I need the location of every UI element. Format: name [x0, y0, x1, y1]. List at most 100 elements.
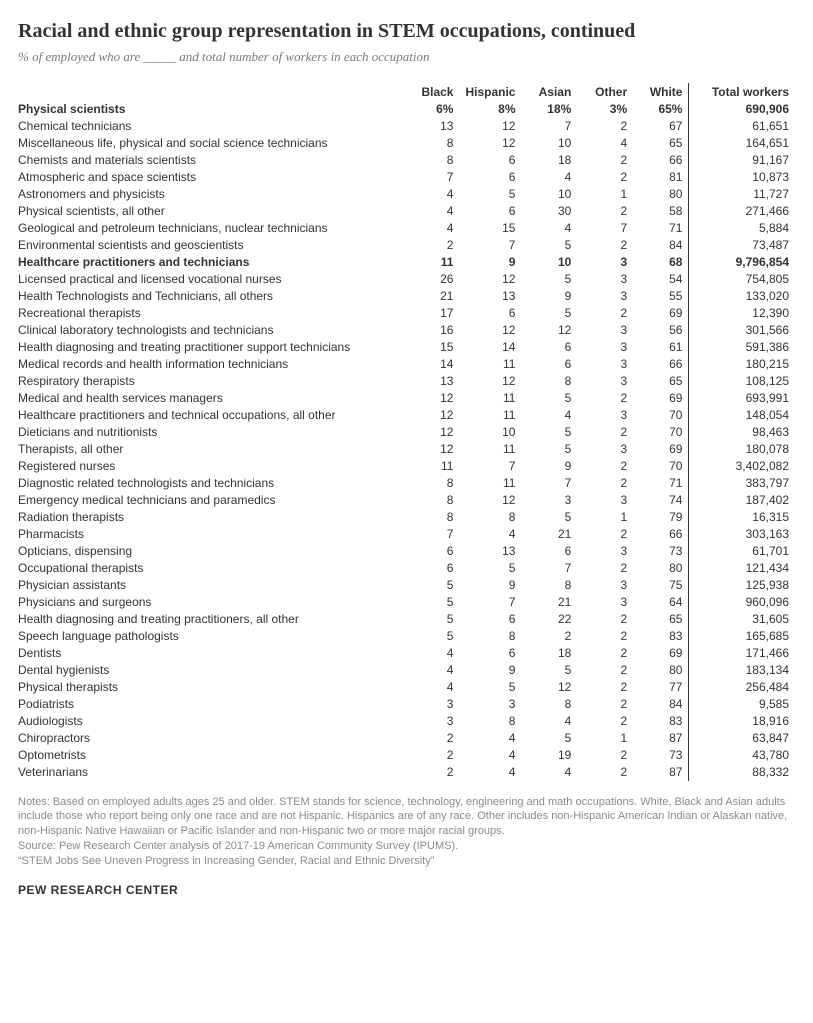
cell-value: 61,701 — [689, 543, 795, 560]
cell-value: 5 — [521, 305, 577, 322]
cell-value: 56 — [633, 322, 689, 339]
section-value: 6% — [404, 101, 460, 118]
cell-value: 2 — [577, 662, 633, 679]
section-header-row: Healthcare practitioners and technicians… — [18, 254, 795, 271]
occupation-label: Medical and health services managers — [18, 390, 404, 407]
cell-value: 8 — [459, 628, 521, 645]
cell-value: 18,916 — [689, 713, 795, 730]
table-row: Astronomers and physicists451018011,727 — [18, 186, 795, 203]
table-row: Healthcare practitioners and technical o… — [18, 407, 795, 424]
occupation-label: Geological and petroleum technicians, nu… — [18, 220, 404, 237]
cell-value: 2 — [577, 424, 633, 441]
cell-value: 6 — [459, 645, 521, 662]
table-row: Licensed practical and licensed vocation… — [18, 271, 795, 288]
cell-value: 31,605 — [689, 611, 795, 628]
table-row: Radiation therapists88517916,315 — [18, 509, 795, 526]
section-value: 8% — [459, 101, 521, 118]
cell-value: 30 — [521, 203, 577, 220]
cell-value: 7 — [404, 169, 460, 186]
cell-value: 12 — [459, 271, 521, 288]
table-row: Optometrists241927343,780 — [18, 747, 795, 764]
cell-value: 2 — [577, 390, 633, 407]
cell-value: 2 — [577, 747, 633, 764]
table-row: Miscellaneous life, physical and social … — [18, 135, 795, 152]
cell-value: 8 — [459, 509, 521, 526]
cell-value: 84 — [633, 696, 689, 713]
cell-value: 70 — [633, 407, 689, 424]
cell-value: 65 — [633, 135, 689, 152]
cell-value: 9 — [521, 288, 577, 305]
col-total: Total workers — [689, 83, 795, 101]
cell-value: 3 — [577, 441, 633, 458]
cell-value: 3 — [521, 492, 577, 509]
cell-value: 9 — [459, 577, 521, 594]
cell-value: 754,805 — [689, 271, 795, 288]
cell-value: 71 — [633, 475, 689, 492]
section-value: 9 — [459, 254, 521, 271]
cell-value: 65 — [633, 611, 689, 628]
cell-value: 16 — [404, 322, 460, 339]
cell-value: 4 — [404, 186, 460, 203]
cell-value: 2 — [577, 611, 633, 628]
cell-value: 3 — [577, 373, 633, 390]
cell-value: 2 — [577, 203, 633, 220]
cell-value: 164,651 — [689, 135, 795, 152]
cell-value: 87 — [633, 764, 689, 781]
occupation-label: Atmospheric and space scientists — [18, 169, 404, 186]
cell-value: 73 — [633, 747, 689, 764]
cell-value: 6 — [521, 543, 577, 560]
cell-value: 84 — [633, 237, 689, 254]
cell-value: 3 — [577, 271, 633, 288]
cell-value: 2 — [404, 747, 460, 764]
table-row: Physician assistants598375125,938 — [18, 577, 795, 594]
cell-value: 3 — [577, 594, 633, 611]
cell-value: 5 — [404, 594, 460, 611]
occupation-label: Medical records and health information t… — [18, 356, 404, 373]
cell-value: 21 — [521, 526, 577, 543]
cell-value: 5 — [459, 186, 521, 203]
occupation-label: Healthcare practitioners and technical o… — [18, 407, 404, 424]
cell-value: 11 — [459, 475, 521, 492]
cell-value: 2 — [404, 237, 460, 254]
cell-value: 15 — [459, 220, 521, 237]
cell-value: 4 — [521, 764, 577, 781]
cell-value: 5 — [459, 679, 521, 696]
cell-value: 2 — [577, 526, 633, 543]
cell-value: 12 — [459, 322, 521, 339]
cell-value: 2 — [577, 237, 633, 254]
cell-value: 2 — [404, 764, 460, 781]
table-row: Emergency medical technicians and parame… — [18, 492, 795, 509]
table-row: Physicians and surgeons5721364960,096 — [18, 594, 795, 611]
cell-value: 77 — [633, 679, 689, 696]
cell-value: 133,020 — [689, 288, 795, 305]
cell-value: 17 — [404, 305, 460, 322]
cell-value: 80 — [633, 186, 689, 203]
cell-value: 2 — [577, 169, 633, 186]
col-hispanic: Hispanic — [459, 83, 521, 101]
table-row: Health Technologists and Technicians, al… — [18, 288, 795, 305]
cell-value: 26 — [404, 271, 460, 288]
cell-value: 12 — [404, 441, 460, 458]
notes-report: “STEM Jobs See Uneven Progress in Increa… — [18, 854, 795, 869]
cell-value: 66 — [633, 356, 689, 373]
cell-value: 16,315 — [689, 509, 795, 526]
col-white: White — [633, 83, 689, 101]
table-row: Speech language pathologists582283165,68… — [18, 628, 795, 645]
table-row: Medical records and health information t… — [18, 356, 795, 373]
cell-value: 591,386 — [689, 339, 795, 356]
occupation-label: Environmental scientists and geoscientis… — [18, 237, 404, 254]
cell-value: 5 — [521, 662, 577, 679]
table-row: Pharmacists7421266303,163 — [18, 526, 795, 543]
occupation-label: Dental hygienists — [18, 662, 404, 679]
cell-value: 7 — [404, 526, 460, 543]
col-asian: Asian — [521, 83, 577, 101]
cell-value: 8 — [404, 135, 460, 152]
cell-value: 5 — [459, 560, 521, 577]
cell-value: 180,215 — [689, 356, 795, 373]
cell-value: 5 — [404, 611, 460, 628]
cell-value: 91,167 — [689, 152, 795, 169]
occupation-label: Physicians and surgeons — [18, 594, 404, 611]
table-row: Clinical laboratory technologists and te… — [18, 322, 795, 339]
cell-value: 22 — [521, 611, 577, 628]
occupation-label: Audiologists — [18, 713, 404, 730]
